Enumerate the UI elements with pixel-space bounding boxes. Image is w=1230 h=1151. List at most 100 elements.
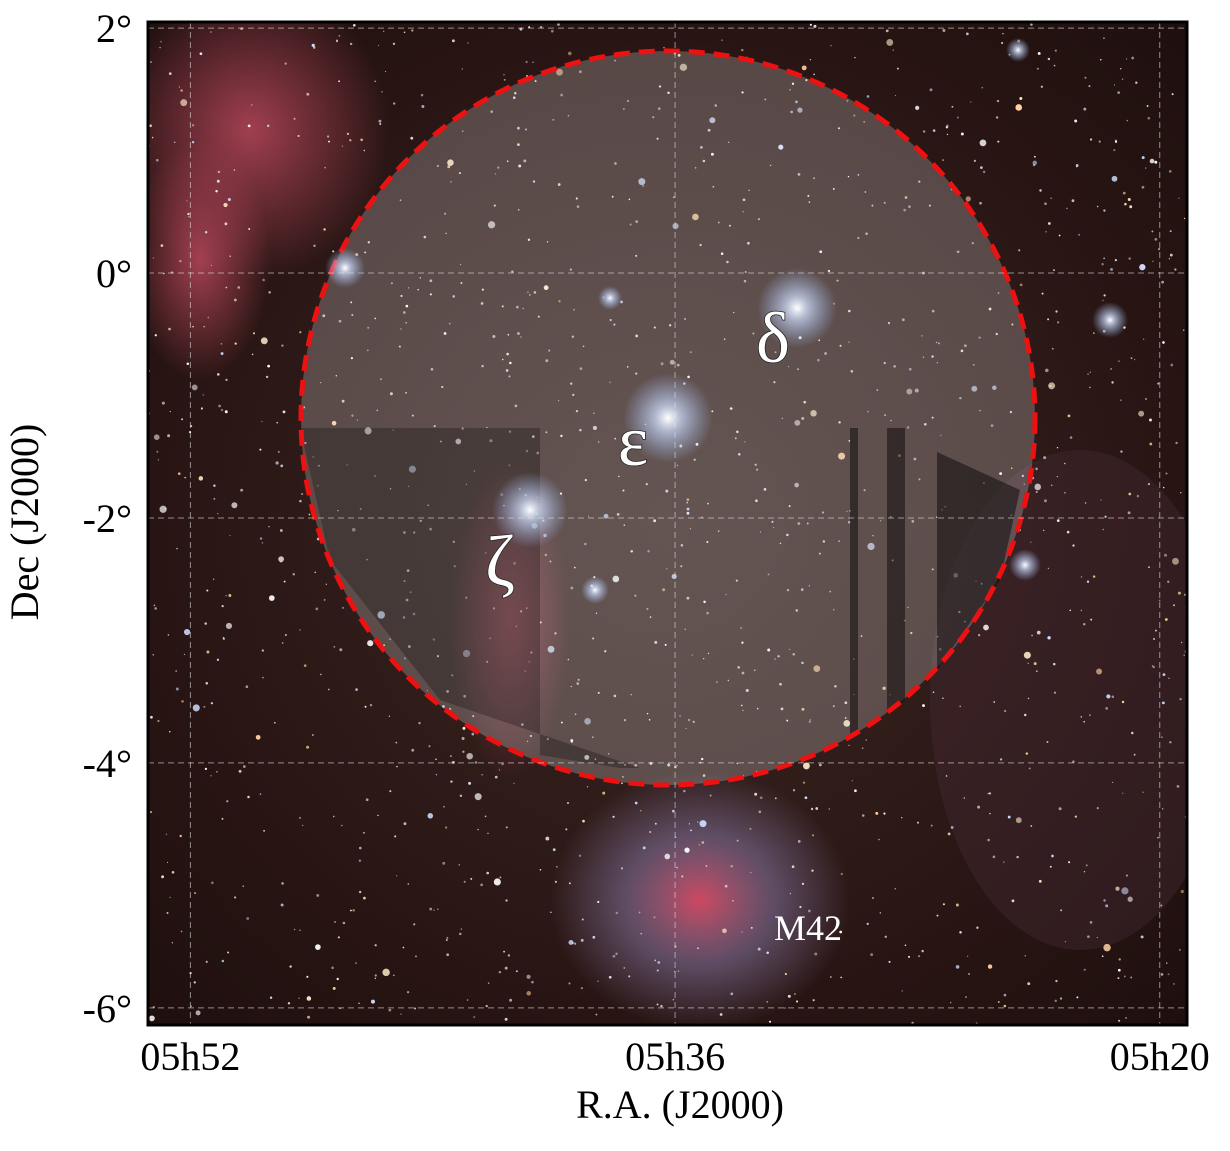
star — [536, 451, 540, 455]
star — [898, 454, 901, 458]
star — [560, 93, 563, 97]
star — [1035, 491, 1038, 493]
star — [207, 316, 210, 319]
star — [217, 373, 220, 376]
star — [622, 775, 624, 778]
star — [1068, 861, 1071, 864]
star — [405, 391, 407, 394]
star — [281, 882, 284, 885]
star — [1055, 979, 1058, 983]
star — [764, 98, 767, 101]
star — [460, 263, 462, 266]
star — [389, 790, 392, 793]
star — [941, 509, 943, 511]
star — [223, 202, 228, 208]
star — [975, 580, 977, 582]
star — [1098, 140, 1101, 143]
star — [176, 547, 178, 550]
star — [1178, 197, 1180, 199]
star — [700, 757, 704, 761]
star — [578, 70, 582, 74]
star — [595, 1013, 598, 1016]
star — [432, 638, 435, 641]
star — [741, 91, 744, 94]
star — [358, 846, 362, 850]
star — [206, 589, 209, 592]
star — [277, 450, 280, 453]
star — [930, 824, 933, 827]
star — [1122, 191, 1126, 195]
star — [1016, 855, 1019, 859]
star — [1023, 483, 1025, 485]
star — [996, 99, 1000, 103]
star — [259, 537, 263, 540]
star — [680, 544, 684, 547]
star — [524, 128, 528, 131]
star — [453, 565, 456, 568]
star — [557, 22, 560, 26]
star — [946, 133, 949, 136]
star — [486, 660, 489, 663]
star — [250, 104, 253, 106]
star — [1121, 887, 1129, 895]
star — [942, 28, 946, 32]
star — [676, 867, 678, 869]
star — [604, 650, 607, 653]
star — [959, 931, 962, 934]
bright-star — [1092, 302, 1128, 338]
star — [428, 745, 431, 748]
star — [204, 622, 207, 625]
star — [787, 994, 791, 998]
star — [638, 911, 641, 914]
star — [725, 593, 727, 596]
star — [530, 651, 533, 654]
star — [955, 903, 959, 907]
star — [179, 834, 182, 838]
star — [558, 300, 561, 303]
star — [350, 909, 352, 912]
star — [573, 308, 575, 311]
star — [1051, 347, 1054, 350]
star — [317, 485, 319, 487]
star — [667, 91, 670, 95]
star — [832, 705, 835, 708]
star — [1175, 441, 1178, 445]
star — [1152, 666, 1155, 669]
star — [335, 39, 339, 42]
star — [1092, 575, 1096, 578]
star — [233, 169, 236, 171]
star — [1047, 57, 1051, 61]
star — [980, 166, 983, 169]
star — [1113, 84, 1116, 86]
star — [635, 254, 638, 257]
star — [1003, 709, 1007, 713]
star — [429, 279, 433, 283]
star — [614, 162, 617, 165]
star — [718, 530, 720, 532]
star — [757, 218, 760, 221]
star — [727, 141, 730, 144]
star — [218, 404, 221, 408]
star — [960, 132, 964, 136]
star — [515, 625, 517, 627]
star — [1130, 976, 1133, 979]
star — [470, 877, 473, 880]
star — [1084, 76, 1087, 79]
star — [1121, 700, 1125, 704]
star — [707, 652, 710, 655]
star — [420, 93, 424, 97]
star — [403, 580, 406, 582]
star — [474, 793, 482, 801]
star — [1103, 209, 1106, 212]
star — [705, 865, 708, 867]
star — [963, 344, 967, 348]
star — [364, 705, 367, 708]
star — [532, 180, 536, 183]
star — [351, 314, 354, 317]
star — [630, 693, 632, 696]
star — [953, 573, 959, 578]
star — [722, 928, 727, 934]
star — [473, 1016, 476, 1018]
star — [1126, 119, 1129, 122]
star — [652, 116, 655, 119]
